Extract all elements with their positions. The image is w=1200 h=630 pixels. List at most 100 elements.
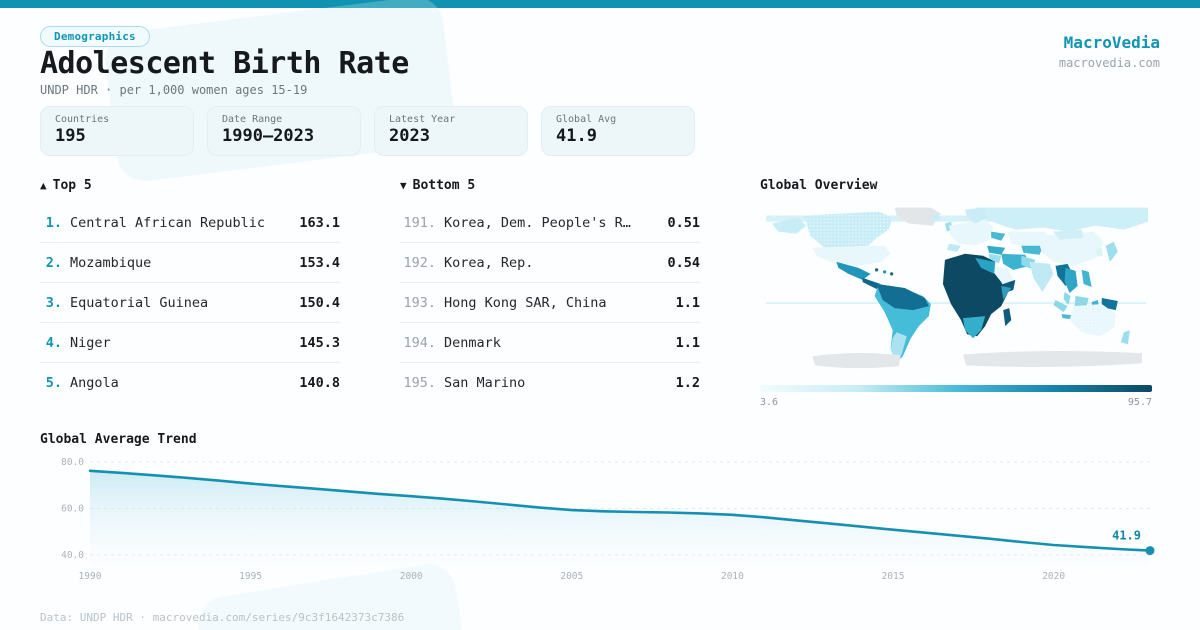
- country-value: 1.1: [675, 334, 700, 351]
- country-value: 1.2: [675, 375, 700, 391]
- x-axis-tick-label: 2020: [1042, 571, 1065, 582]
- country-name: Denmark: [444, 334, 501, 351]
- country-value: 0.54: [667, 254, 700, 271]
- y-axis-tick-label: 60.0: [61, 504, 84, 515]
- trend-line: [88, 469, 1152, 552]
- list-item: 193. Hong Kong SAR, China 1.1: [400, 283, 700, 323]
- country-name: Angola: [70, 375, 119, 391]
- region-greenland: [894, 207, 941, 226]
- list-item: 3. Equatorial Guinea 150.4: [40, 283, 340, 323]
- map-legend-labels: 3.6 95.7: [760, 397, 1152, 408]
- top5-title: Top 5: [52, 178, 92, 193]
- bottom5-header: ▼ Bottom 5: [400, 178, 700, 193]
- stat-label: Date Range: [222, 114, 283, 125]
- top5-list: ▲ Top 5 1. Central African Republic 163.1 2…: [40, 178, 340, 403]
- region-usa: [812, 245, 891, 266]
- region-africa: [942, 253, 1008, 337]
- stat-card-global-avg: Global Avg 41.9: [541, 106, 695, 156]
- top-accent-bar: [0, 0, 1200, 8]
- region-antarctica: [812, 353, 901, 369]
- list-item: 2. Mozambique 153.4: [40, 243, 340, 283]
- region-india: [1029, 261, 1054, 292]
- country-value: 145.3: [299, 334, 340, 351]
- region-central-asia: [1021, 245, 1044, 255]
- stat-card-countries: Countries 195: [40, 106, 194, 156]
- rank: 5.: [45, 375, 62, 391]
- bottom5-list: ▼ Bottom 5 191. Korea, Dem. People's R… 0.5…: [400, 178, 700, 403]
- trend-section: Global Average Trend 80.0 60.0 40.0 1990 199…: [40, 432, 1160, 587]
- region-antarctica: [963, 351, 1142, 367]
- page-title: Adolescent Birth Rate: [40, 46, 409, 81]
- list-item: 194. Denmark 1.1: [400, 323, 700, 363]
- region-mexico: [836, 261, 871, 280]
- region-caribbean: [874, 268, 879, 272]
- legend-max-label: 95.7: [1127, 397, 1152, 408]
- region-eastern-europe: [991, 231, 1006, 241]
- region-europe: [948, 219, 994, 246]
- stat-value: 41.9: [556, 126, 597, 146]
- region-turkey: [987, 245, 1006, 255]
- stat-value: 195: [55, 126, 86, 146]
- region-korea: [1095, 247, 1103, 257]
- region-new-zealand: [1120, 330, 1130, 345]
- region-caribbean: [890, 272, 894, 276]
- stat-label: Latest Year: [389, 114, 456, 125]
- rank: 194.: [403, 334, 436, 351]
- country-value: 140.8: [299, 375, 340, 391]
- rank: 193.: [403, 294, 436, 311]
- world-map: [766, 207, 1148, 369]
- map-legend-bar: [760, 385, 1152, 392]
- brand-name: MacroVedia: [1063, 33, 1160, 52]
- country-value: 163.1: [299, 214, 340, 231]
- rank: 191.: [403, 214, 436, 231]
- country-name: Niger: [70, 334, 111, 351]
- trend-end-point: [1145, 546, 1155, 556]
- trend-area: [90, 470, 1150, 567]
- region-alaska: [772, 217, 807, 234]
- country-value: 153.4: [299, 254, 340, 271]
- region-china: [1037, 231, 1104, 266]
- region-japan: [1105, 241, 1118, 262]
- brand-domain: macrovedia.com: [1058, 56, 1160, 70]
- map-title: Global Overview: [760, 178, 878, 193]
- up-arrow-icon: ▲: [40, 179, 47, 192]
- y-axis-tick-label: 40.0: [61, 550, 84, 561]
- stat-value: 1990—2023: [222, 126, 315, 146]
- down-arrow-icon: ▼: [400, 179, 407, 192]
- region-sumatra: [1053, 300, 1068, 313]
- country-name: San Marino: [444, 375, 526, 391]
- stat-label: Global Avg: [556, 114, 617, 125]
- stat-label: Countries: [55, 114, 110, 125]
- rank: 192.: [403, 254, 436, 271]
- stat-value: 2023: [389, 126, 430, 146]
- region-canada-texture: [804, 211, 893, 248]
- stat-card-date-range: Date Range 1990—2023: [207, 106, 361, 156]
- x-axis-tick-label: 1990: [79, 571, 102, 582]
- trend-chart-svg: 80.0 60.0 40.0 1990 1995 2000 2005 2010 2015 2020…: [61, 457, 1155, 582]
- region-vietnam-thailand: [1064, 267, 1078, 293]
- rank: 1.: [45, 214, 62, 231]
- arctic-graticule-band: [766, 215, 1146, 222]
- footer-attribution: Data: UNDP HDR · macrovedia.com/series/9…: [40, 611, 405, 624]
- category-badge: Demographics: [40, 26, 150, 47]
- trend-end-label: 41.9: [1112, 529, 1141, 543]
- country-name: Korea, Rep.: [444, 254, 534, 271]
- rank: 2.: [45, 254, 62, 271]
- y-axis-tick-label: 80.0: [61, 457, 84, 468]
- region-caribbean: [883, 270, 887, 274]
- region-southern-africa: [963, 316, 986, 339]
- list-item: 191. Korea, Dem. People's R… 0.51: [400, 203, 700, 243]
- region-malaysia: [1063, 291, 1071, 306]
- region-south-america-north: [876, 283, 929, 311]
- country-name: Mozambique: [70, 254, 152, 271]
- country-name: Hong Kong SAR, China: [444, 294, 607, 311]
- country-value: 0.51: [667, 214, 700, 231]
- region-australia-texture: [1069, 304, 1116, 337]
- top5-header: ▲ Top 5: [40, 178, 340, 193]
- region-scandinavia: [965, 207, 988, 224]
- page-subtitle: UNDP HDR · per 1,000 women ages 15-19: [40, 83, 308, 97]
- region-horn-of-africa: [1001, 285, 1012, 301]
- bottom5-title: Bottom 5: [412, 178, 476, 193]
- list-item: 1. Central African Republic 163.1: [40, 203, 340, 243]
- region-russia: [975, 207, 1148, 232]
